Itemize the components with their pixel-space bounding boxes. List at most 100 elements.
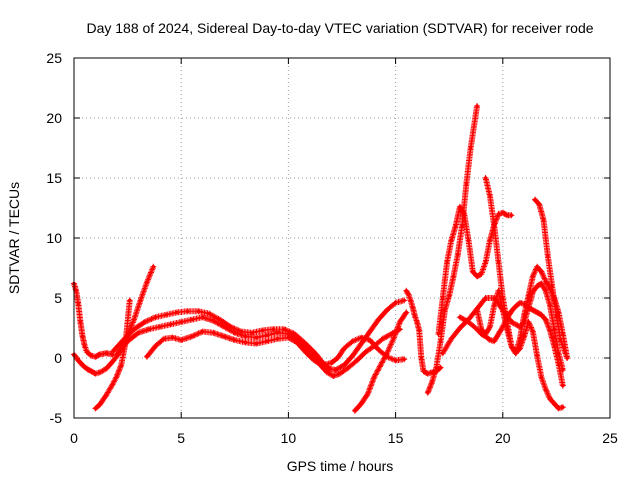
y-tick-label: 5 [54,290,62,306]
data-point [121,338,126,342]
data-point [329,361,334,365]
data-point [110,359,115,364]
data-point [460,224,464,228]
data-point [475,274,479,279]
data-point [76,302,81,306]
data-point [466,238,471,243]
data-point [145,280,149,285]
data-point [196,309,201,314]
x-tick-label: 0 [70,430,78,446]
data-point [518,337,522,341]
data-point [93,371,98,376]
data-point [254,335,259,340]
data-point [449,337,454,341]
data-point [190,317,194,322]
data-point [110,382,115,387]
data-point [222,325,226,329]
data-point [483,176,488,180]
data-point [185,309,190,314]
data-point [380,337,385,341]
data-point [293,332,297,336]
data-point [342,363,346,368]
data-point [89,369,93,374]
data-point [119,363,123,368]
data-point [365,392,370,396]
data-point [548,397,552,401]
data-point [398,320,402,324]
y-tick-label: 25 [46,50,62,66]
data-point [260,328,265,333]
data-point [479,272,484,276]
y-tick-label: 0 [54,350,62,366]
data-point [483,332,488,336]
data-point [556,351,561,356]
data-point [327,367,331,371]
data-point [543,387,548,392]
data-point [458,326,462,330]
data-point [115,374,119,378]
x-tick-label: 15 [388,430,404,446]
data-point [353,409,357,413]
data-point [97,370,102,375]
x-tick-label: 10 [281,430,297,446]
data-point [151,265,156,269]
data-point [331,374,336,378]
data-point [417,328,421,333]
data-point [175,310,179,315]
data-point [104,351,108,356]
data-point [488,238,492,243]
data-point [522,313,527,317]
data-point [526,293,531,298]
data-point [488,325,492,329]
data-point [157,325,162,329]
y-tick-label: -5 [50,410,63,426]
data-point [425,371,430,376]
data-point [391,337,396,341]
data-point [142,320,147,324]
data-point [556,406,561,411]
data-point [440,351,445,356]
data-point [282,327,286,332]
data-point [385,351,389,356]
data-point [104,367,108,371]
data-point [505,320,509,324]
data-point [406,292,411,297]
data-point [325,370,329,375]
plot-frame [73,57,611,419]
data-point [76,358,81,363]
data-series [71,103,571,414]
data-point [393,301,398,305]
data-point [539,281,544,286]
data-point [531,274,535,279]
data-point [372,375,376,380]
data-point [368,338,372,342]
data-point [438,365,443,370]
data-point [179,320,183,324]
data-point [243,334,248,339]
data-point [415,320,419,324]
data-point [455,253,460,257]
data-point [286,332,291,336]
data-point [359,401,364,406]
data-point [492,224,497,228]
data-point [145,355,149,359]
data-point [563,350,567,354]
data-point [404,310,409,315]
data-point [561,368,565,372]
data-point [438,339,443,344]
data-point [97,403,102,407]
data-point [333,368,338,372]
data-point [389,332,394,336]
data-point [402,357,406,362]
data-point [561,332,565,336]
data-point [505,213,509,217]
data-point [558,338,563,342]
data-point [451,274,456,279]
data-point [168,322,173,327]
series-track-7 [351,309,410,414]
data-point [286,335,291,340]
data-point [404,289,409,293]
data-point [535,265,539,269]
data-point [85,367,89,371]
